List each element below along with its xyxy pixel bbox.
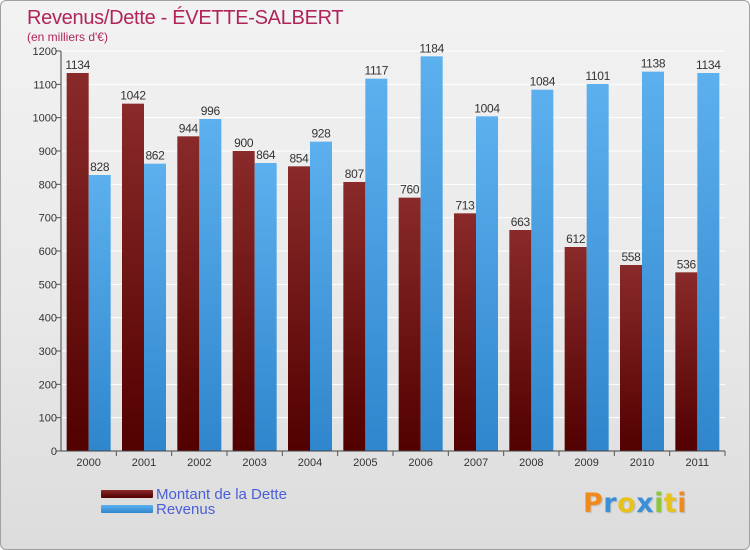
- legend-label-revenus: Revenus: [156, 501, 216, 518]
- y-tick-label: 500: [39, 279, 57, 291]
- chart-title: Revenus/Dette - ÉVETTE-SALBERT: [27, 7, 344, 29]
- bar-dette: [343, 182, 366, 451]
- bars: [66, 56, 720, 452]
- y-tick-label: 400: [39, 313, 57, 325]
- bar-dette: [232, 151, 255, 451]
- data-label-revenus: 1138: [641, 57, 666, 71]
- logo-letter: i: [654, 488, 664, 519]
- data-label-revenus: 1004: [474, 101, 500, 115]
- data-label-dette: 558: [621, 250, 641, 264]
- y-tick-label: 800: [39, 179, 57, 191]
- data-label-revenus: 928: [311, 127, 331, 141]
- logo-letter: o: [617, 488, 637, 519]
- logo-letter: r: [603, 488, 618, 519]
- bar-dette: [122, 103, 144, 452]
- legend-swatch-dette: [101, 490, 153, 498]
- data-label-revenus: 1134: [696, 58, 721, 72]
- gridlines: [61, 50, 725, 452]
- y-tick-label: 600: [39, 246, 57, 258]
- bar-revenus: [310, 141, 332, 451]
- y-tick-label: 1200: [33, 46, 57, 58]
- x-tick-label: 2010: [630, 457, 654, 469]
- y-tick-label: 200: [39, 379, 57, 391]
- bar-dette: [509, 230, 532, 451]
- y-tick-label: 900: [39, 146, 57, 158]
- bar-revenus: [420, 56, 443, 451]
- data-label-dette: 944: [179, 121, 199, 135]
- data-label-dette: 536: [677, 257, 697, 271]
- data-label-dette: 807: [345, 167, 365, 181]
- bar-revenus: [586, 84, 609, 451]
- proxiti-logo: Proxiti: [583, 488, 687, 519]
- data-label-dette: 612: [566, 232, 586, 246]
- data-label-dette: 854: [289, 151, 309, 165]
- bar-dette: [66, 73, 89, 451]
- y-tick-label: 300: [39, 346, 57, 358]
- x-tick-label: 2004: [298, 457, 322, 469]
- x-tick-label: 2008: [519, 457, 543, 469]
- logo-letter: i: [677, 488, 688, 519]
- bar-revenus: [365, 78, 388, 452]
- data-label-revenus: 862: [145, 149, 165, 163]
- logo-letter: P: [583, 488, 604, 519]
- bar-dette: [398, 197, 421, 451]
- x-tick-label: 2002: [187, 457, 211, 469]
- data-label-dette: 900: [234, 136, 254, 150]
- x-tick-label: 2003: [242, 457, 266, 469]
- bar-dette: [177, 136, 200, 452]
- bar-dette: [620, 265, 642, 451]
- bar-revenus: [642, 71, 664, 452]
- data-label-revenus: 1117: [364, 64, 388, 78]
- data-label-revenus: 996: [201, 104, 221, 118]
- bar-dette: [288, 166, 310, 452]
- x-tick-label: 2000: [76, 457, 100, 469]
- data-label-revenus: 828: [90, 160, 110, 174]
- bar-revenus: [199, 119, 222, 451]
- bar-dette: [675, 272, 698, 451]
- y-tick-label: 100: [39, 413, 57, 425]
- bar-dette: [564, 247, 587, 451]
- data-label-dette: 760: [400, 183, 420, 197]
- bar-revenus: [476, 116, 498, 451]
- y-tick-label: 0: [51, 446, 57, 458]
- x-tick-label: 2011: [686, 457, 710, 469]
- axes: 0 100 200 300 400 500 600 700 800 900 1000 1100 1200…: [33, 46, 726, 469]
- bar-revenus: [697, 73, 720, 451]
- x-tick-label: 2009: [574, 457, 598, 469]
- y-tick-label: 1000: [33, 113, 57, 125]
- legend-swatch-revenus: [101, 505, 153, 513]
- data-label-dette: 663: [511, 215, 531, 229]
- bar-dette: [454, 213, 476, 451]
- data-label-revenus: 1101: [585, 69, 610, 83]
- bar-revenus: [531, 89, 554, 452]
- bar-revenus: [254, 163, 277, 451]
- data-label-dette: 1134: [65, 58, 90, 72]
- logo-letter: t: [663, 488, 678, 519]
- data-label-revenus: 1184: [419, 41, 444, 55]
- logo-letter: x: [636, 488, 655, 519]
- x-tick-label: 2007: [464, 457, 488, 469]
- legend-label-dette: Montant de la Dette: [156, 486, 287, 503]
- chart-subtitle: (en milliers d'€): [27, 30, 108, 44]
- x-tick-label: 2006: [408, 457, 432, 469]
- data-label-dette: 1042: [120, 89, 146, 103]
- bar-revenus: [144, 163, 166, 451]
- bar-revenus: [88, 175, 111, 451]
- y-tick-label: 700: [39, 213, 57, 225]
- x-tick-label: 2005: [353, 457, 377, 469]
- data-label-dette: 713: [455, 198, 475, 212]
- data-label-revenus: 864: [256, 148, 276, 162]
- data-label-revenus: 1084: [530, 75, 556, 89]
- x-tick-label: 2001: [132, 457, 156, 469]
- y-tick-label: 1100: [33, 79, 57, 91]
